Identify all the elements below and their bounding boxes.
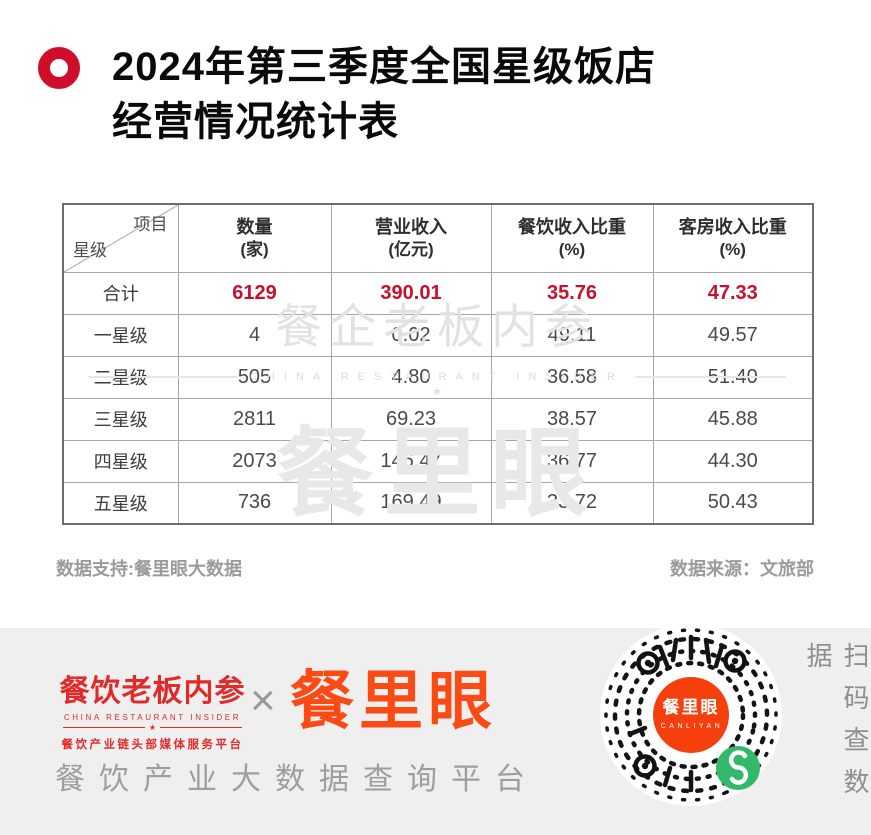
- cell-value: 36.58: [490, 355, 654, 399]
- insider-logo-rule: ★: [55, 723, 250, 732]
- multiply-icon: ×: [250, 676, 276, 725]
- wechat-badge: [716, 746, 760, 790]
- table-header-row: 项目 星级 数量 (家) 营业收入 (亿元) 餐饮收入比重 (%) 客房收入比重: [62, 203, 814, 273]
- col-header-unit: (%): [719, 239, 746, 259]
- cell-value: 736: [177, 481, 332, 525]
- qr-center-name: 餐里眼: [663, 697, 720, 717]
- canliyan-logo: 餐里眼: [290, 665, 497, 737]
- cell-value: 38.57: [490, 397, 654, 441]
- cell-value: 69.23: [330, 397, 492, 441]
- col-header-food-share: 餐饮收入比重 (%): [490, 203, 654, 273]
- rule-right: [160, 727, 243, 728]
- cell-value: 6129: [177, 271, 332, 315]
- qr-center-en: CANLIYAN: [661, 723, 724, 730]
- cell-value: 35.76: [490, 271, 654, 315]
- table-row-1star: 一星级 4 0.02 49.11 49.57: [62, 313, 814, 357]
- col-header-text: 数量: [236, 216, 273, 237]
- cell-value: 44.30: [652, 439, 814, 483]
- corner-header-cell: 项目 星级: [62, 203, 179, 273]
- table-row-5star: 五星级 736 169.49 33.72 50.43: [62, 481, 814, 525]
- row-label: 四星级: [62, 439, 179, 483]
- cell-value: 4: [177, 313, 332, 357]
- col-header-count: 数量 (家): [177, 203, 332, 273]
- wechat-s-icon: [728, 750, 749, 785]
- corner-row-label: 星级: [73, 240, 107, 260]
- corner-col-label: 项目: [133, 215, 168, 234]
- page-title-line1: 2024年第三季度全国星级饭店: [112, 45, 656, 89]
- col-header-unit: (亿元): [388, 239, 434, 259]
- data-support-note: 数据支持:餐里眼大数据: [56, 559, 242, 579]
- cell-value: 47.33: [652, 271, 814, 315]
- col-header-text: 餐饮收入比重: [518, 216, 626, 237]
- table-row-2star: 二星级 505 4.80 36.58 51.40: [62, 355, 814, 399]
- col-header-text: 营业收入: [375, 216, 447, 237]
- platform-tagline: 餐饮产业大数据查询平台: [55, 763, 539, 796]
- qr-center-disc: [653, 677, 729, 753]
- qr-finder-markers: [633, 649, 747, 778]
- cell-value: 169.49: [330, 481, 492, 525]
- insider-logo-tagline: 餐饮产业链头部媒体服务平台: [61, 739, 244, 751]
- col-header-room-share: 客房收入比重 (%): [652, 203, 814, 273]
- red-ring-icon: [38, 47, 80, 89]
- data-source-note: 数据来源：文旅部: [670, 559, 814, 579]
- row-label: 一星级: [62, 313, 179, 357]
- qr-code-graphic: 餐里眼 CANLIYAN: [600, 624, 782, 806]
- qr-code: 餐里眼 CANLIYAN: [600, 624, 782, 806]
- hotel-statistics-table: 项目 星级 数量 (家) 营业收入 (亿元) 餐饮收入比重 (%) 客房收入比重: [62, 203, 814, 525]
- table-row-total: 合计 6129 390.01 35.76 47.33: [62, 271, 814, 315]
- scan-qr-caption: 扫码查数据: [803, 642, 870, 810]
- table-row-3star: 三星级 2811 69.23 38.57 45.88: [62, 397, 814, 441]
- col-header-unit: (%): [558, 239, 586, 259]
- branding-band: 餐饮老板内参 CHINA RESTAURANT INSIDER ★ 餐饮产业链头…: [0, 624, 871, 835]
- table-row-4star: 四星级 2073 146.47 36.77 44.30: [62, 439, 814, 483]
- insider-logo-en: CHINA RESTAURANT INSIDER: [63, 713, 242, 722]
- row-label: 二星级: [62, 355, 179, 399]
- cell-value: 146.47: [330, 439, 492, 483]
- cell-value: 45.88: [652, 397, 814, 441]
- page-title: 2024年第三季度全国星级饭店 经营情况统计表: [112, 40, 832, 150]
- cell-value: 4.80: [330, 355, 492, 399]
- cell-value: 49.11: [490, 313, 654, 357]
- cell-value: 49.57: [652, 313, 814, 357]
- col-header-unit: (家): [240, 239, 269, 259]
- row-label: 合计: [62, 271, 179, 315]
- page-title-line2: 经营情况统计表: [112, 100, 399, 145]
- cell-value: 0.02: [330, 313, 492, 357]
- cell-value: 2811: [177, 397, 332, 441]
- cell-value: 2073: [177, 439, 332, 483]
- col-header-text: 客房收入比重: [678, 216, 787, 237]
- cell-value: 36.77: [490, 439, 654, 483]
- row-label: 五星级: [62, 481, 179, 525]
- insider-logo: 餐饮老板内参 CHINA RESTAURANT INSIDER ★ 餐饮产业链头…: [55, 666, 250, 752]
- insider-logo-name: 餐饮老板内参: [59, 675, 246, 708]
- star-icon: ★: [148, 723, 157, 732]
- col-header-revenue: 营业收入 (亿元): [330, 203, 492, 273]
- cell-value: 51.40: [652, 355, 814, 399]
- cell-value: 390.01: [330, 271, 492, 315]
- cell-value: 33.72: [490, 481, 654, 525]
- rule-left: [62, 727, 145, 728]
- cell-value: 50.43: [652, 481, 814, 525]
- row-label: 三星级: [62, 397, 179, 441]
- cell-value: 505: [177, 355, 332, 399]
